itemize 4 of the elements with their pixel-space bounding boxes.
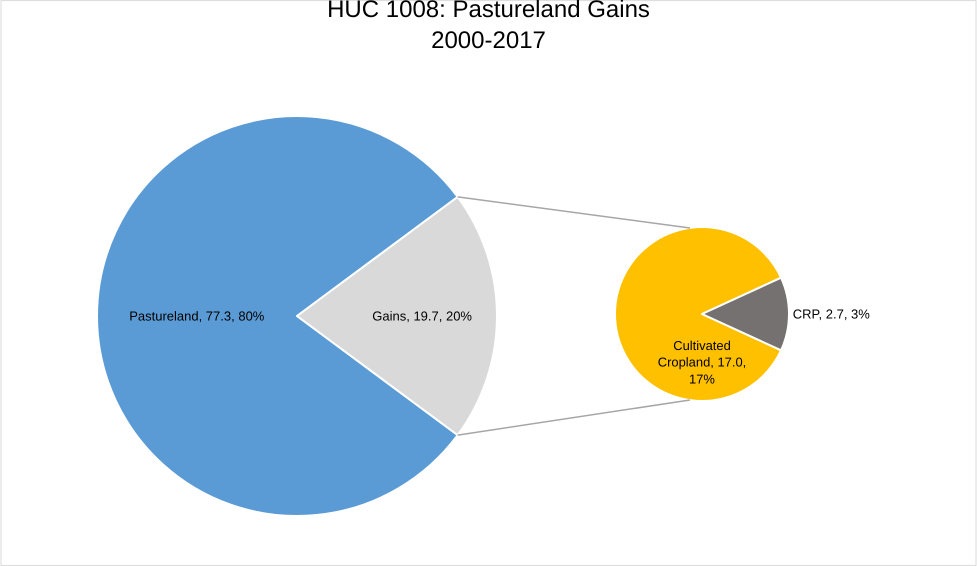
slice-label: Gains, 19.7, 20% [372, 308, 472, 324]
slice-label: Pastureland, 77.3, 80% [129, 308, 265, 324]
slice-label: CRP, 2.7, 3% [792, 306, 870, 322]
slice-label: Cultivated Cropland, 17.0, 17% [658, 338, 746, 387]
